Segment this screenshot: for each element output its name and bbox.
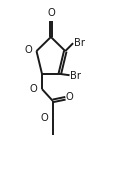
Text: O: O [66, 92, 74, 102]
Text: O: O [24, 45, 32, 55]
Text: O: O [29, 84, 37, 94]
Text: O: O [47, 8, 55, 18]
Text: O: O [40, 113, 48, 123]
Text: Br: Br [70, 71, 81, 81]
Text: Br: Br [74, 37, 85, 48]
